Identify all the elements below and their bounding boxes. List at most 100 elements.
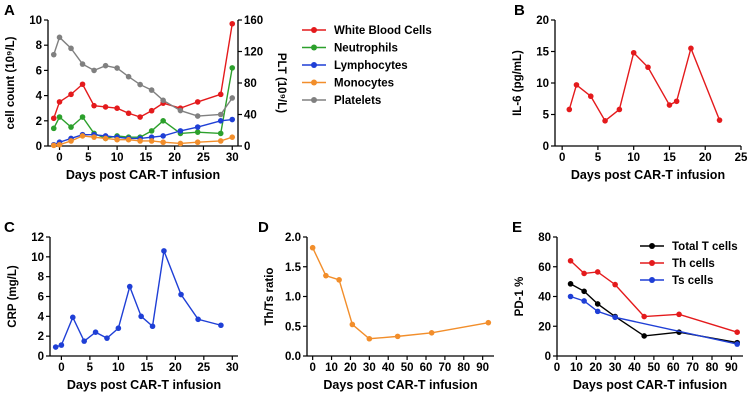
series-neutrophils-point	[194, 129, 201, 135]
series-platelets-point	[79, 61, 86, 67]
x-tick-label: 0	[309, 362, 315, 374]
series-crp-point	[178, 291, 184, 298]
series-white-blood-cells-point	[217, 91, 224, 98]
x-tick-label: 25	[735, 152, 748, 164]
x-tick-label: 40	[628, 362, 641, 374]
series-lymphocytes-point	[229, 116, 236, 123]
series-il-6-point	[716, 117, 723, 123]
x-tick-label: 50	[401, 362, 414, 374]
x-axis-title: Days post CAR-T infusion	[66, 168, 220, 182]
series-monocytes-point	[125, 136, 132, 143]
x-tick-label: 5	[85, 152, 92, 164]
series-white-blood-cells-point	[125, 110, 132, 117]
series-platelets-point	[125, 73, 132, 80]
x-tick-label: 5	[87, 362, 94, 374]
series-total-t-cells-point	[567, 281, 574, 287]
series-total-t-cells-point	[581, 288, 587, 295]
legend-th-cells-label: Th cells	[672, 258, 715, 270]
y-tick-label: 2	[36, 116, 42, 128]
x-tick-label: 60	[667, 362, 680, 374]
series-white-blood-cells-point	[56, 99, 63, 105]
x-tick-label: 30	[226, 362, 239, 374]
series-th-ts-ratio-point	[485, 319, 492, 326]
panel-letter: B	[514, 2, 525, 19]
series-neutrophils-point	[229, 65, 236, 71]
x-tick-label: 0	[56, 152, 62, 164]
series-ts-cells-point	[594, 308, 601, 315]
series-lymphocytes-point	[194, 124, 201, 130]
y-tick-label: 6	[36, 65, 42, 77]
y-tick-label: 8	[38, 272, 45, 284]
legend-total-t-cells-label: Total T cells	[672, 241, 738, 253]
series-platelets-point	[177, 107, 184, 114]
series-monocytes-point	[114, 136, 120, 143]
x-tick-label: 5	[595, 152, 602, 164]
panel-letter: C	[4, 219, 15, 236]
x-tick-label: 15	[139, 152, 152, 164]
series-monocytes-point	[229, 134, 236, 140]
series-il-6-point	[573, 82, 580, 88]
y-tick-label: 80	[538, 232, 551, 244]
x-tick-label: 30	[363, 362, 376, 374]
x-tick-label: 70	[438, 362, 451, 374]
x-tick-label: 15	[140, 362, 153, 374]
right-y-axis-title: PLT (10⁹/L)	[275, 53, 287, 113]
x-tick-label: 0	[554, 362, 560, 374]
x-tick-label: 25	[197, 362, 210, 374]
series-monocytes-point	[50, 142, 57, 149]
series-platelets-point	[160, 97, 166, 104]
y-tick-label: 40	[538, 292, 551, 304]
series-monocytes-point	[194, 139, 201, 146]
x-tick-label: 30	[609, 362, 622, 374]
series-crp-point	[161, 248, 167, 254]
series-platelets-point	[148, 87, 155, 93]
panel-e-chart: 0 10 20 30 40 50 60 70 80 90 0 20 40 60 80 Days post CA…	[514, 232, 743, 392]
x-axis-title: Days post CAR-T infusion	[573, 378, 727, 392]
series-th-cells-point	[641, 313, 647, 320]
series-ts-cells-point	[567, 293, 574, 300]
x-tick-label: 50	[647, 362, 660, 374]
y-tick-label: 20	[538, 321, 551, 333]
series-il-6-point	[602, 118, 608, 124]
series-white-blood-cells-point	[148, 107, 155, 114]
y-tick-label: 6	[38, 292, 44, 304]
series-ts-cells-point	[581, 298, 587, 304]
legend-monocytes-marker	[311, 79, 317, 86]
legend-ts-cells-label: Ts cells	[672, 275, 713, 287]
series-il-6-point	[688, 45, 694, 52]
y-tick-label: 0	[543, 141, 549, 153]
series-th-ts-ratio-point	[428, 329, 435, 336]
series-ts-cells-point	[734, 341, 740, 347]
series-platelets-line	[53, 36, 233, 117]
y-tick-label: 8	[36, 40, 43, 52]
y-tick-label: 0	[545, 351, 551, 363]
legend-white-blood-cells-label: White Blood Cells	[334, 25, 432, 37]
y-tick-label: 2.0	[285, 232, 301, 244]
y-tick-label: 4	[38, 311, 45, 323]
series-neutrophils-point	[79, 114, 86, 120]
y-axis-title: CRP (mg/L)	[7, 265, 19, 328]
legend-neutrophils-marker	[311, 44, 317, 51]
panel-d-chart: 0 10 20 30 40 50 60 70 80 90 0.0 0.5 1.0 1.5 2.0 Days p…	[264, 232, 494, 392]
y-tick-label: 10	[536, 78, 549, 90]
x-tick-label: 10	[570, 362, 583, 374]
series-monocytes-point	[102, 135, 109, 142]
y-tick-label: 0.0	[285, 351, 301, 363]
series-crp-point	[81, 338, 87, 344]
series-crp-point	[149, 323, 156, 330]
x-tick-label: 90	[725, 362, 738, 374]
series-neutrophils-point	[50, 125, 57, 132]
panel-a-chart: 0 5 10 15 20 25 30 0 2 4 6 8 10 0 40 80 120 160 PLT (10⁹/L…	[5, 15, 432, 182]
series-monocytes-point	[79, 133, 86, 139]
x-tick-label: 80	[706, 362, 719, 374]
x-tick-label: 60	[420, 362, 433, 374]
series-monocytes-point	[177, 140, 184, 147]
series-lymphocytes-point	[177, 128, 184, 134]
series-platelets-point	[50, 51, 57, 58]
x-tick-label: 80	[457, 362, 470, 374]
series-platelets-point	[56, 34, 63, 41]
x-tick-label: 90	[476, 362, 489, 374]
series-th-cells-point	[567, 258, 574, 264]
series-th-ts-ratio-point	[323, 272, 329, 279]
x-tick-label: 20	[168, 152, 181, 164]
